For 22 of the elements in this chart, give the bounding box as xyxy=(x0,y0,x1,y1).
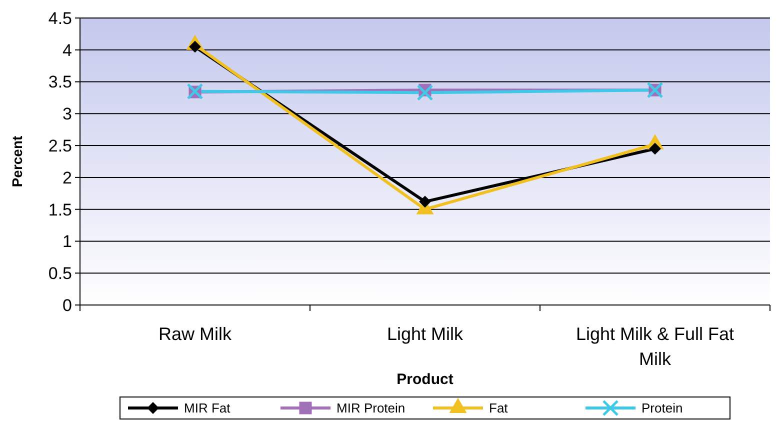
y-tick-label: 1 xyxy=(62,232,72,252)
y-tick-label: 4.5 xyxy=(48,8,72,28)
x-tick-label: Raw Milk xyxy=(158,324,232,344)
y-tick-label: 3 xyxy=(62,104,72,124)
y-tick-label: 2.5 xyxy=(48,136,72,156)
y-tick-label: 0.5 xyxy=(48,264,72,284)
x-tick-label: Light Milk & Full Fat Milk xyxy=(576,324,734,369)
y-axis-title: Percent xyxy=(9,135,25,188)
legend-label: MIR Fat xyxy=(184,400,231,416)
y-tick-label: 2 xyxy=(62,168,72,188)
legend-label: MIR Protein xyxy=(336,400,406,416)
y-tick-label: 3.5 xyxy=(48,72,72,92)
legend-label: Fat xyxy=(489,400,508,416)
x-tick-label: Light Milk xyxy=(386,324,464,344)
legend-label: Protein xyxy=(642,400,683,416)
y-tick-label: 4 xyxy=(62,40,72,60)
point xyxy=(419,196,431,208)
point xyxy=(416,84,434,101)
x-axis-title: Product xyxy=(396,371,454,388)
y-tick-label: 0 xyxy=(62,296,72,315)
point xyxy=(649,142,661,155)
y-tick-label: 1.5 xyxy=(48,200,72,220)
